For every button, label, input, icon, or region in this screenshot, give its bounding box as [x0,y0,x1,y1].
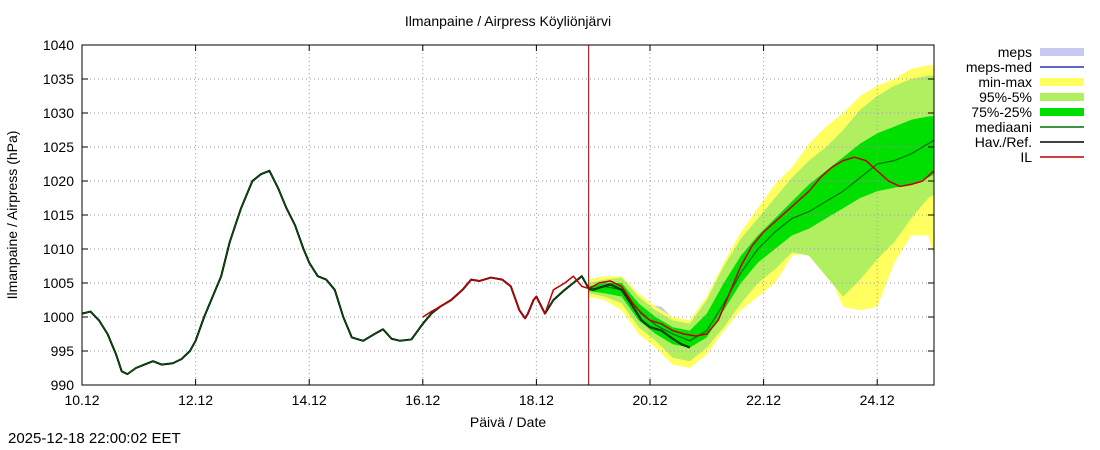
x-tick-label: 12.12 [178,392,213,408]
legend-label: meps-med [966,59,1032,75]
y-tick-label: 1020 [43,173,74,189]
legend-label: 75%-25% [971,104,1032,120]
forecast-bands [588,65,934,369]
axis-ticks: 990 995 1000 1005 1010 1015 1020 1025 1030 1035 10… [43,37,934,408]
x-axis-label: Päivä / Date [470,414,546,430]
legend-label: IL [1020,149,1032,165]
y-tick-label: 1040 [43,37,74,53]
legend-label: Hav./Ref. [975,134,1032,150]
x-tick-label: 16.12 [405,392,440,408]
x-tick-label: 14.12 [292,392,327,408]
y-tick-label: 1005 [43,275,74,291]
x-tick-label: 22.12 [746,392,781,408]
y-axis-label: Ilmanpaine / Airpress (hPa) [4,131,20,300]
legend-label: mediaani [975,119,1032,135]
legend-swatch [1040,48,1084,56]
legend-swatch [1040,78,1084,86]
legend-label: min-max [978,74,1032,90]
series-il [422,156,935,337]
y-tick-label: 1025 [43,139,74,155]
series-observed [81,169,691,376]
y-tick-label: 995 [51,343,75,359]
grid-lines [81,44,934,386]
legend-swatch [1040,93,1084,101]
y-tick-label: 1030 [43,105,74,121]
legend: mepsmeps-medmin-max95%-5%75%-25%mediaani… [966,44,1084,165]
y-tick-label: 990 [51,377,75,393]
x-tick-label: 10.12 [64,392,99,408]
timestamp: 2025-12-18 22:00:02 EET [8,430,181,447]
x-tick-label: 24.12 [860,392,895,408]
y-tick-label: 1015 [43,207,74,223]
legend-label: 95%-5% [979,89,1032,105]
x-tick-label: 18.12 [519,392,554,408]
band-95-5 [588,75,934,362]
chart-title: Ilmanpaine / Airpress Köyliönjärvi [405,13,611,29]
y-tick-label: 1035 [43,71,74,87]
series-lines [81,45,935,385]
y-tick-label: 1010 [43,241,74,257]
y-tick-label: 1000 [43,309,74,325]
legend-label: meps [998,44,1032,60]
legend-swatch [1040,108,1084,116]
series-observed-green [81,170,690,375]
x-tick-label: 20.12 [632,392,667,408]
band-75-25 [588,116,934,348]
